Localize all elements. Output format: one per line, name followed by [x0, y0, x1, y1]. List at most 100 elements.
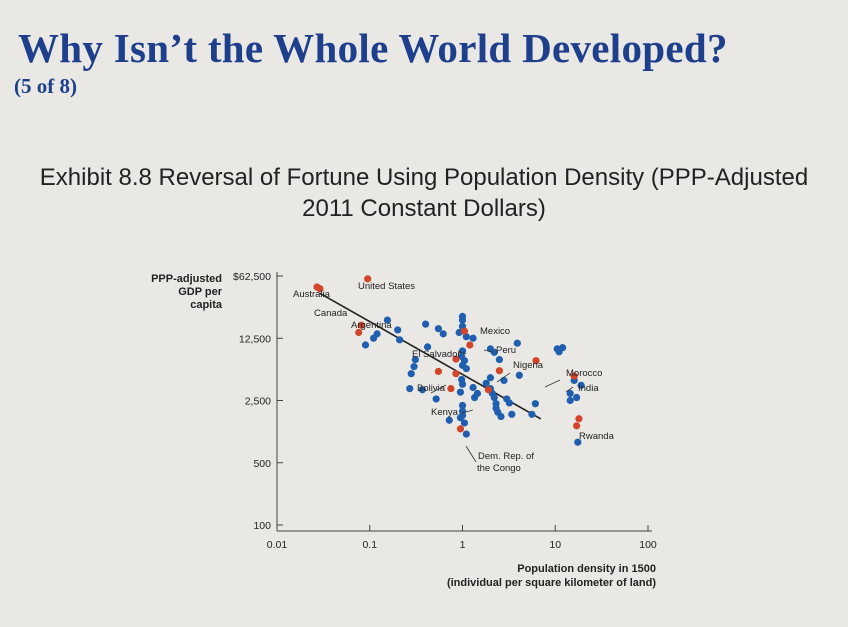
- annotation-leader: [465, 445, 477, 463]
- red-point: [434, 367, 443, 376]
- blue-point: [528, 410, 536, 418]
- point-annotation: Dem. Rep. of: [478, 451, 534, 462]
- blue-point: [505, 399, 513, 407]
- blue-point: [396, 336, 404, 344]
- point-annotation: Kenya: [431, 407, 459, 418]
- blue-point: [490, 393, 498, 402]
- blue-point: [500, 376, 508, 385]
- blue-point: [458, 316, 467, 324]
- blue-point: [508, 410, 516, 418]
- red-point: [313, 283, 321, 291]
- x-tick-label: 10: [549, 539, 561, 551]
- blue-point: [469, 383, 477, 392]
- y-tick-label: 100: [253, 520, 271, 532]
- blue-point: [394, 326, 402, 334]
- blue-point: [432, 395, 440, 403]
- point-annotation: the Congo: [477, 463, 521, 474]
- blue-point: [458, 347, 467, 355]
- blue-point: [456, 388, 465, 396]
- x-tick-label: 100: [639, 539, 657, 551]
- point-annotation: Nigeria: [513, 360, 544, 371]
- red-point: [357, 321, 365, 329]
- y-tick-label: 2,500: [245, 396, 271, 408]
- red-point: [456, 425, 465, 433]
- blue-point: [490, 348, 498, 356]
- red-point: [447, 385, 455, 393]
- blue-point: [456, 414, 465, 422]
- blue-point: [434, 325, 443, 333]
- red-point: [532, 357, 540, 365]
- blue-point: [460, 419, 469, 427]
- annotation-leader: [430, 384, 447, 394]
- blue-point: [458, 401, 467, 410]
- blue-point: [361, 341, 370, 349]
- blue-point: [418, 386, 427, 394]
- red-point: [452, 370, 460, 378]
- blue-point: [469, 334, 477, 342]
- y-tick-label: 12,500: [239, 333, 271, 345]
- annotation-leader: [483, 349, 494, 353]
- x-tick-label: 1: [460, 539, 466, 551]
- blue-point: [423, 343, 432, 351]
- point-annotation: El Salvador: [412, 349, 461, 360]
- red-point: [355, 328, 363, 337]
- blue-point: [410, 363, 418, 371]
- point-annotation: Bolivia: [417, 383, 446, 394]
- annotation-leader: [565, 386, 574, 393]
- y-axis-title: PPP-adjusted: [151, 273, 222, 285]
- blue-point: [574, 438, 582, 446]
- point-annotation: Australia: [293, 289, 331, 300]
- red-point: [575, 415, 583, 423]
- x-axis-title: (individual per square kilometer of land…: [447, 577, 656, 589]
- blue-point: [486, 374, 495, 382]
- blue-point: [513, 339, 521, 347]
- point-annotation: Peru: [496, 345, 516, 356]
- blue-point: [383, 316, 392, 324]
- annotation-leader: [457, 350, 467, 355]
- annotation-labels: Australia Canada United States Argentina Mex…: [293, 281, 615, 474]
- annotation-leader: [496, 372, 511, 383]
- x-axis-title: Population density in 1500: [517, 563, 656, 575]
- point-annotation: Mexico: [480, 326, 510, 337]
- exhibit-caption-line-1: Exhibit 8.8 Reversal of Fortune Using Po…: [39, 164, 809, 191]
- blue-point: [411, 355, 419, 364]
- blue-point: [462, 365, 470, 373]
- blue-point: [445, 416, 453, 424]
- point-annotation: United States: [358, 281, 415, 292]
- red-point: [460, 327, 469, 335]
- blue-point: [531, 400, 539, 408]
- y-axis-title: GDP per: [178, 286, 223, 298]
- blue-point: [573, 393, 581, 402]
- blue-point: [462, 333, 470, 341]
- point-annotation: Argentina: [351, 320, 392, 331]
- blue-point: [497, 412, 505, 421]
- y-tick-label: $62,500: [233, 271, 271, 283]
- slide-subtitle: (5 of 8): [14, 74, 77, 98]
- blue-point: [406, 385, 414, 393]
- blue-point: [495, 355, 504, 364]
- blue-point: [566, 396, 574, 405]
- y-tick-label: 500: [253, 458, 271, 470]
- exhibit-caption-line-2: 2011 Constant Dollars): [302, 195, 546, 222]
- x-tick-label: 0.1: [362, 539, 377, 551]
- blue-point: [369, 334, 378, 342]
- y-axis-title: capita: [190, 299, 223, 311]
- annotation-leader: [544, 379, 561, 388]
- blue-point: [407, 370, 415, 378]
- point-annotation: Morocco: [566, 368, 602, 379]
- red-point: [484, 386, 492, 394]
- red-point: [452, 355, 460, 363]
- red-point: [570, 372, 578, 380]
- x-tick-label: 0.01: [267, 539, 288, 551]
- blue-point: [458, 380, 467, 388]
- slide-title: Why Isn’t the Whole World Developed?: [18, 25, 728, 71]
- blue-point: [577, 381, 585, 389]
- blue-point: [439, 330, 447, 338]
- red-point: [495, 367, 504, 375]
- blue-point: [421, 320, 430, 328]
- blue-point: [482, 379, 490, 387]
- red-point: [573, 422, 581, 430]
- point-annotation: Rwanda: [579, 431, 615, 442]
- blue-point: [566, 389, 574, 398]
